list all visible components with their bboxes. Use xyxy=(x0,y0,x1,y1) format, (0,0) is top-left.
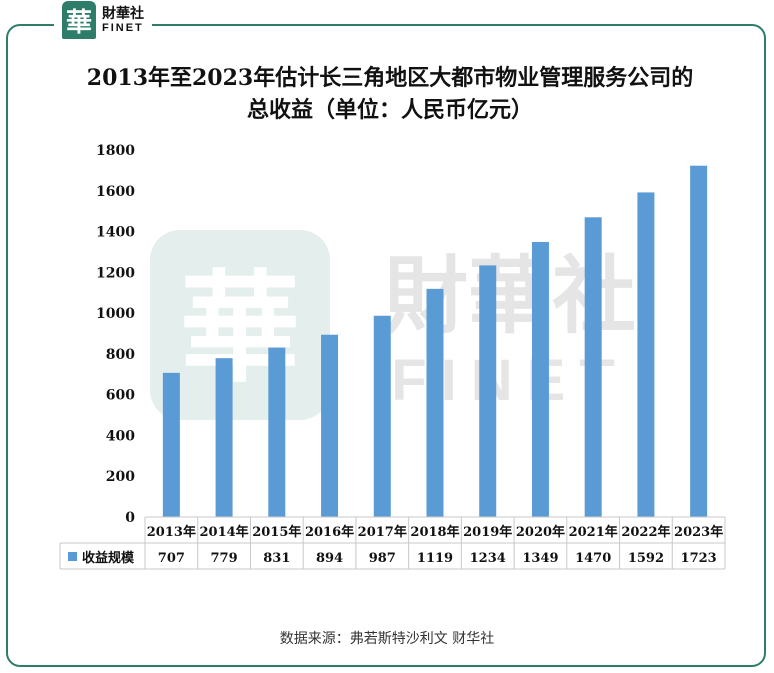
y-tick-label: 1800 xyxy=(96,143,135,159)
x-tick-label: 2023年 xyxy=(674,524,723,540)
data-label: 1349 xyxy=(522,551,558,566)
data-label: 987 xyxy=(369,551,396,566)
y-tick-label: 800 xyxy=(106,347,135,363)
data-label: 707 xyxy=(158,551,185,566)
data-label: 1234 xyxy=(470,551,506,566)
x-tick-label: 2018年 xyxy=(410,524,459,540)
x-tick-label: 2016年 xyxy=(305,524,354,540)
x-tick-label: 2019年 xyxy=(463,524,512,540)
y-tick-label: 200 xyxy=(106,469,135,485)
x-tick-label: 2014年 xyxy=(199,524,248,540)
bar xyxy=(531,241,549,517)
bar xyxy=(162,372,180,517)
y-tick-label: 1200 xyxy=(96,265,135,281)
y-tick-label: 1000 xyxy=(96,306,135,322)
y-tick-label: 1400 xyxy=(96,225,135,241)
finet-logo: 華 財華社 FINET xyxy=(54,0,152,40)
data-label: 894 xyxy=(316,551,343,566)
bar xyxy=(690,165,708,517)
x-tick-label: 2017年 xyxy=(358,524,407,540)
x-tick-label: 2020年 xyxy=(516,524,565,540)
bar xyxy=(479,265,497,517)
data-label: 1119 xyxy=(417,551,453,566)
data-label: 1470 xyxy=(575,551,611,566)
x-tick-label: 2022年 xyxy=(621,524,670,540)
data-label: 831 xyxy=(263,551,290,566)
bar xyxy=(268,347,286,517)
bar xyxy=(426,288,444,517)
x-tick-label: 2015年 xyxy=(252,524,301,540)
logo-mark: 華 xyxy=(62,1,96,39)
bar xyxy=(321,334,339,517)
logo-english-name: FINET xyxy=(102,21,144,34)
data-label: 1592 xyxy=(628,551,664,566)
bar xyxy=(584,217,602,518)
chart-title: 2013年至2023年估计长三角地区大都市物业管理服务公司的总收益（单位：人民币… xyxy=(86,65,694,123)
legend-label: 收益规模 xyxy=(82,550,135,566)
bar xyxy=(215,358,233,517)
data-label: 1723 xyxy=(681,551,717,566)
bar xyxy=(637,192,655,518)
y-tick-label: 600 xyxy=(106,388,135,404)
y-tick-label: 0 xyxy=(125,510,135,526)
y-tick-label: 400 xyxy=(106,428,135,444)
x-tick-label: 2013年 xyxy=(147,524,196,540)
logo-chinese-name: 財華社 xyxy=(102,5,144,22)
data-label: 779 xyxy=(211,551,238,566)
bar xyxy=(373,315,391,517)
chart-frame xyxy=(6,24,766,667)
x-tick-label: 2021年 xyxy=(569,524,618,540)
y-tick-label: 1600 xyxy=(96,184,135,200)
data-source: 数据来源：弗若斯特沙利文 财华社 xyxy=(279,631,495,647)
legend-swatch xyxy=(68,552,77,561)
